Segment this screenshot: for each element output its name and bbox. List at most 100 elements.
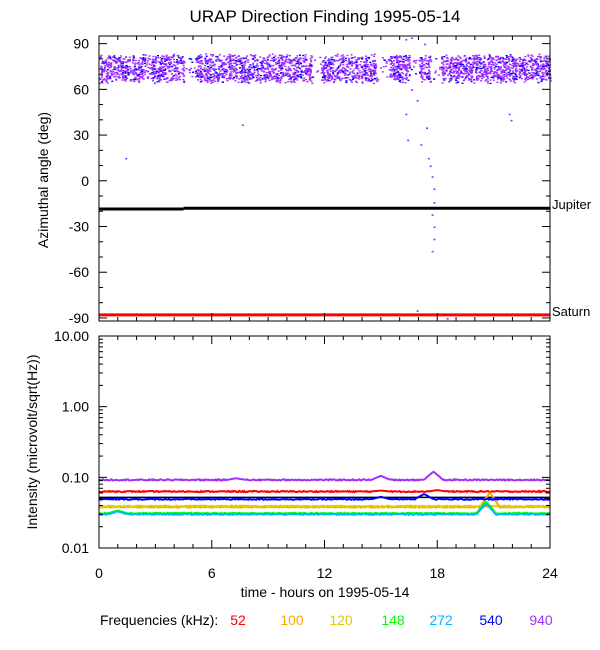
azimuth-point <box>168 64 171 66</box>
azimuth-point <box>403 77 406 79</box>
azimuth-point <box>540 64 543 67</box>
azimuth-point <box>502 77 505 80</box>
azimuth-point <box>483 55 486 57</box>
azimuth-point <box>540 80 543 83</box>
azimuth-point <box>522 61 525 63</box>
azimuth-point <box>348 79 351 81</box>
azimuth-point <box>271 53 274 55</box>
azimuth-point <box>381 57 384 59</box>
azimuth-point <box>513 65 516 68</box>
azimuth-point <box>470 66 473 69</box>
azimuth-point <box>425 62 428 64</box>
azimuth-point <box>125 78 127 81</box>
series-52-line <box>98 489 551 494</box>
azimuth-point <box>343 72 346 74</box>
azimuth-point <box>370 73 373 76</box>
azimuth-point <box>477 74 480 77</box>
azimuth-point <box>532 64 534 67</box>
azimuth-point <box>346 74 349 76</box>
azimuth-point <box>350 60 353 62</box>
azimuth-point <box>333 80 336 83</box>
azimuth-point <box>480 63 483 65</box>
series-540-line <box>98 493 551 502</box>
azimuth-point <box>524 70 527 73</box>
azimuth-point <box>229 58 232 60</box>
azimuth-point <box>502 64 505 66</box>
azimuth-point <box>269 75 272 77</box>
azimuth-point <box>505 62 508 64</box>
azimuth-point <box>374 59 377 62</box>
azimuth-point <box>509 79 512 81</box>
azimuth-point <box>493 66 496 69</box>
azimuth-point <box>183 80 186 83</box>
azimuth-point <box>332 63 335 66</box>
azimuth-point <box>340 68 343 71</box>
azimuth-point <box>420 74 423 77</box>
azimuth-y-tick-label: -30 <box>69 219 89 235</box>
azimuth-outlier-point <box>424 43 427 46</box>
azimuth-point <box>105 70 108 72</box>
azimuth-point <box>502 69 505 72</box>
azimuth-point <box>217 74 220 76</box>
azimuth-point <box>209 58 212 60</box>
azimuth-y-tick-label: 30 <box>73 127 89 143</box>
azimuth-point <box>443 61 446 63</box>
azimuth-point <box>261 67 264 70</box>
azimuth-point <box>247 81 250 84</box>
azimuth-point <box>323 66 326 68</box>
azimuth-point <box>389 59 392 62</box>
azimuth-point <box>105 79 108 81</box>
azimuth-point <box>500 80 503 82</box>
azimuth-point <box>264 77 267 79</box>
azimuth-point <box>449 69 452 71</box>
azimuth-point <box>120 65 123 68</box>
azimuth-point <box>161 74 164 77</box>
azimuth-point <box>519 74 522 77</box>
azimuth-point <box>109 77 112 80</box>
azimuth-point <box>233 66 236 68</box>
azimuth-point <box>106 77 109 79</box>
azimuth-point <box>110 72 113 74</box>
azimuth-point <box>204 64 207 67</box>
azimuth-point <box>118 57 120 59</box>
azimuth-point <box>426 77 429 80</box>
azimuth-point <box>256 60 259 62</box>
azimuth-point <box>147 57 150 60</box>
azimuth-point <box>173 75 176 77</box>
azimuth-point <box>459 69 462 72</box>
azimuth-point <box>158 69 161 71</box>
azimuth-point <box>399 81 402 83</box>
azimuth-point <box>126 77 129 79</box>
azimuth-point <box>114 60 117 63</box>
azimuth-point <box>338 69 341 71</box>
azimuth-point <box>196 73 199 75</box>
azimuth-point <box>427 76 430 78</box>
azimuth-point <box>465 57 468 59</box>
azimuth-point <box>287 81 290 83</box>
azimuth-point <box>204 57 207 59</box>
azimuth-point <box>288 69 291 71</box>
azimuth-point <box>332 73 335 75</box>
azimuth-point <box>280 69 283 71</box>
azimuth-data <box>99 37 552 320</box>
azimuth-point <box>215 76 218 79</box>
azimuth-point <box>183 67 186 69</box>
azimuth-point <box>368 56 371 59</box>
azimuth-point <box>352 78 354 81</box>
azimuth-point <box>429 81 432 83</box>
azimuth-point <box>397 62 400 64</box>
azimuth-point <box>339 79 342 82</box>
azimuth-point <box>321 71 324 73</box>
azimuth-point <box>471 71 473 73</box>
azimuth-point <box>515 62 518 65</box>
azimuth-point <box>205 69 208 72</box>
azimuth-point <box>225 68 228 71</box>
azimuth-point <box>275 76 278 78</box>
azimuth-point <box>119 64 122 66</box>
azimuth-point <box>465 63 468 65</box>
azimuth-point <box>229 77 232 79</box>
azimuth-point <box>265 76 268 78</box>
azimuth-point <box>228 75 231 77</box>
azimuth-point <box>456 64 459 66</box>
azimuth-point <box>166 76 169 79</box>
